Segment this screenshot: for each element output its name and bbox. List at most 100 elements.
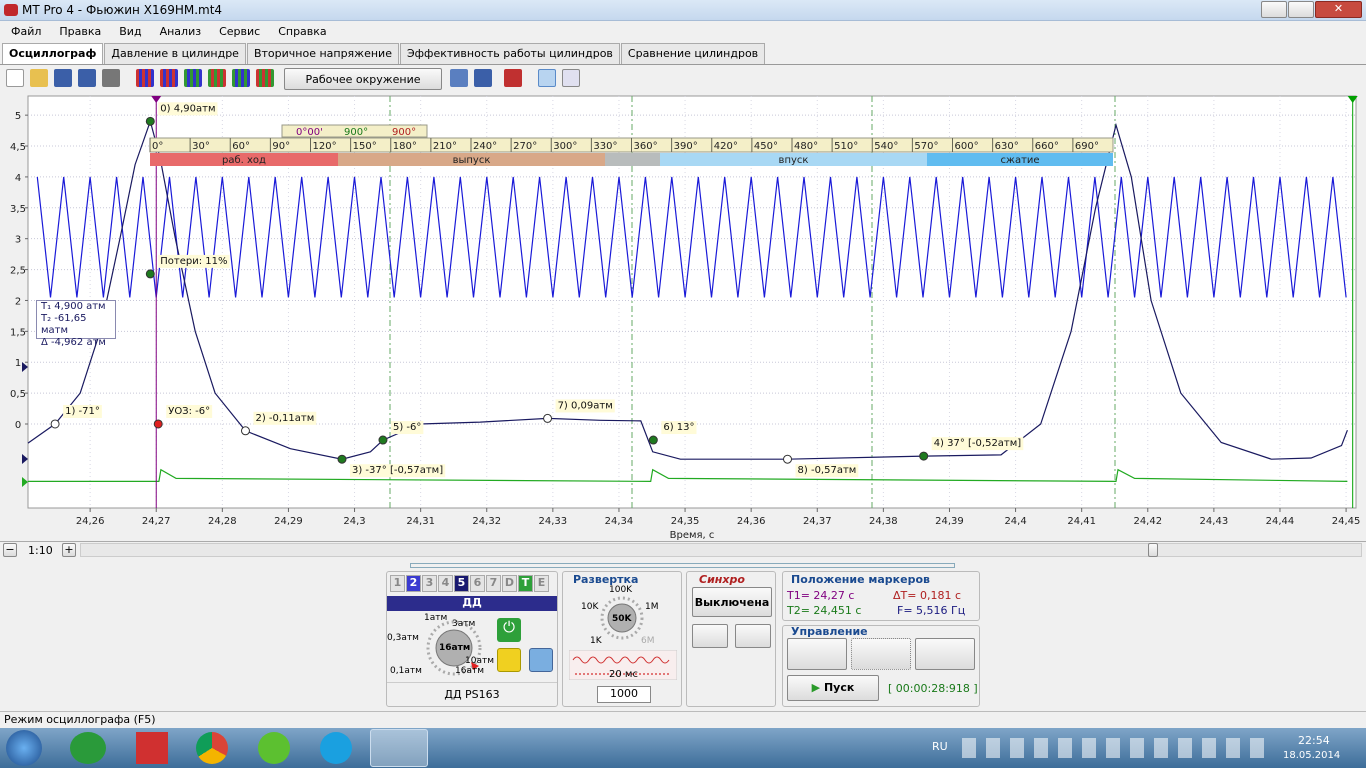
x-tick-label: 24,38	[869, 516, 898, 527]
undo-button[interactable]	[450, 69, 468, 87]
crank-degree: 330°	[593, 141, 617, 152]
x-tick-label: 24,32	[472, 516, 501, 527]
taskbar-app[interactable]	[258, 732, 290, 764]
channel-button[interactable]	[208, 69, 226, 87]
channel-tab[interactable]: 3	[422, 575, 437, 592]
channel-tab[interactable]: 5	[454, 575, 469, 592]
minimize-button[interactable]	[1261, 1, 1287, 18]
environment-dropdown[interactable]: Рабочее окружение	[284, 68, 442, 90]
crank-degree: 630°	[995, 141, 1019, 152]
menu-item[interactable]: Анализ	[159, 25, 202, 38]
timer: [ 00:00:28:918 ]	[888, 682, 978, 695]
channel-button[interactable]	[136, 69, 154, 87]
save-button[interactable]	[54, 69, 72, 87]
annotation-bg	[166, 404, 213, 418]
language[interactable]: RU	[932, 740, 948, 753]
menu-item[interactable]: Сервис	[219, 25, 261, 38]
channel-tab[interactable]: D	[502, 575, 517, 592]
y-tick-label: 2	[15, 296, 21, 307]
start-orb[interactable]	[6, 730, 42, 766]
calc-button[interactable]	[529, 648, 553, 672]
x-tick-label: 24,45	[1332, 516, 1361, 527]
annotation-bg	[253, 411, 317, 425]
marker-value: Δ -4,962 атм	[41, 337, 106, 348]
scroll-thumb[interactable]	[1148, 543, 1158, 557]
mode-auto-button[interactable]	[851, 638, 911, 670]
y-tick-label: 1,5	[10, 327, 26, 338]
tab[interactable]: Вторичное напряжение	[246, 43, 399, 64]
menu-item[interactable]: Файл	[11, 25, 42, 38]
car-button[interactable]	[504, 69, 522, 87]
x-tick-label: 24,39	[935, 516, 964, 527]
taskbar-app[interactable]	[196, 732, 228, 764]
annotation-point	[378, 435, 388, 445]
sync-button[interactable]: Выключена	[692, 587, 772, 617]
power-button[interactable]: ⏻	[497, 618, 521, 642]
channel-tab[interactable]: T	[518, 575, 533, 592]
channel-button[interactable]	[160, 69, 178, 87]
menu-item[interactable]: Правка	[59, 25, 102, 38]
channel-tab[interactable]: 4	[438, 575, 453, 592]
panel-splitter[interactable]	[410, 563, 955, 568]
crank-degree: 510°	[834, 141, 858, 152]
channel-tab[interactable]: 7	[486, 575, 501, 592]
scroll-track[interactable]	[80, 543, 1362, 557]
zoom-out-button[interactable]: −	[3, 543, 17, 557]
panel-title: Синхро	[699, 573, 745, 586]
tray-icons[interactable]	[962, 738, 1272, 758]
start-button[interactable]: ▶ Пуск	[787, 675, 879, 701]
count-spinner[interactable]: 1000	[597, 686, 651, 703]
maximize-button[interactable]	[1288, 1, 1314, 18]
tab-bar: Осциллограф Давление в цилиндре Вторичное …	[0, 43, 1366, 65]
zoom-in-button[interactable]: +	[62, 543, 76, 557]
channel-button[interactable]	[184, 69, 202, 87]
y-tick-label: 3	[15, 235, 21, 246]
taskbar-app-active[interactable]	[370, 729, 428, 767]
save-view-button[interactable]	[474, 69, 492, 87]
channel-button[interactable]	[232, 69, 250, 87]
crank-degree: 300°	[553, 141, 577, 152]
rising-edge-button[interactable]	[692, 624, 728, 648]
dial-label: 1M	[645, 602, 659, 612]
toolbar: Рабочее окружение	[0, 66, 1366, 92]
new-button[interactable]	[6, 69, 24, 87]
crank-degree: 240°	[473, 141, 497, 152]
open-button[interactable]	[30, 69, 48, 87]
mode-continuous-button[interactable]	[915, 638, 975, 670]
print-button[interactable]	[102, 69, 120, 87]
annotation-bg	[158, 254, 230, 268]
annotation-point	[337, 454, 347, 464]
save-as-button[interactable]	[78, 69, 96, 87]
sweep-dial[interactable]	[597, 594, 647, 640]
taskbar-app[interactable]	[320, 732, 352, 764]
close-button[interactable]: ✕	[1315, 1, 1362, 18]
probe-button[interactable]	[497, 648, 521, 672]
taskbar-app[interactable]	[70, 732, 106, 764]
annotation-label: 2) -0,11атм	[255, 413, 314, 424]
menu-item[interactable]: Вид	[119, 25, 142, 38]
channel-tab[interactable]: 1	[390, 575, 405, 592]
y-tick-label: 2,5	[10, 266, 26, 277]
crank-degree: 90°	[272, 141, 290, 152]
tab[interactable]: Эффективность работы цилиндров	[399, 43, 620, 64]
mode-single-button[interactable]	[787, 638, 847, 670]
cursor-handle	[151, 96, 162, 103]
falling-edge-button[interactable]	[735, 624, 771, 648]
crank-degree: 120°	[313, 141, 337, 152]
sweep-preview	[569, 650, 677, 680]
range-dial[interactable]	[415, 614, 493, 678]
channel-tab[interactable]: 2	[406, 575, 421, 592]
menu-item[interactable]: Справка	[278, 25, 327, 38]
tab[interactable]: Сравнение цилиндров	[620, 43, 766, 64]
sweep-time: 20 мс	[609, 669, 638, 680]
zoom-button[interactable]	[562, 69, 580, 87]
sensor-select[interactable]: ДД PS163	[387, 682, 557, 706]
tab[interactable]: Давление в цилиндре	[104, 43, 246, 64]
tab[interactable]: Осциллограф	[2, 43, 104, 64]
channel-tab[interactable]: 6	[470, 575, 485, 592]
channel-button[interactable]	[256, 69, 274, 87]
taskbar-app[interactable]	[136, 732, 168, 764]
channel-tab[interactable]: E	[534, 575, 549, 592]
cursor-button[interactable]	[538, 69, 556, 87]
